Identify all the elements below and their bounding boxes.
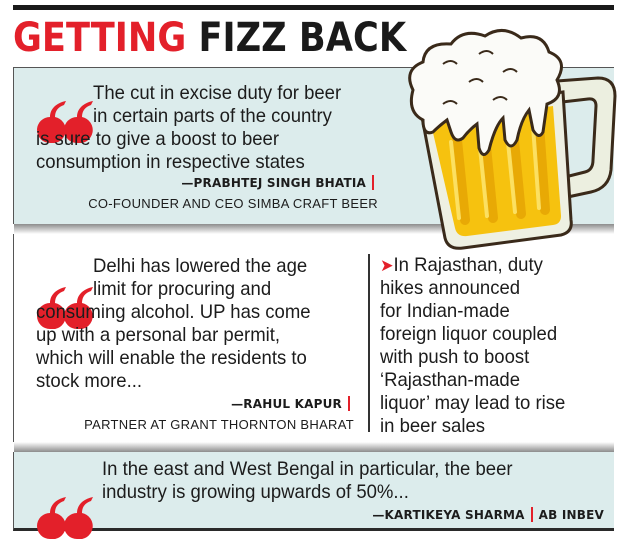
note-line: hikes announced	[380, 277, 521, 299]
note-line: In Rajasthan, duty	[393, 254, 543, 276]
rajasthan-note: ➤In Rajasthan, duty hikes announced for …	[380, 254, 565, 438]
quote-open-icon	[36, 254, 96, 342]
quote-open-icon-svg	[37, 101, 93, 144]
quote-1-text: The cut in excise duty for beer in certa…	[36, 82, 341, 174]
top-rule	[13, 5, 614, 10]
quote-3-line: industry is growing upwards of 50%...	[102, 481, 409, 503]
note-line: for Indian-made	[380, 300, 510, 322]
note-line: in beer sales	[380, 415, 486, 437]
quote-1-line: in certain parts of the country	[93, 105, 332, 127]
quote-1-attribution: —PRABHTEJ SINGH BHATIA	[181, 175, 380, 190]
quote-2-line: limit for procuring and	[93, 278, 272, 300]
quote-2-line: consuming alcohol. UP has come	[36, 301, 311, 323]
quote-3-attribution: —KARTIKEYA SHARMA AB INBEV	[372, 507, 604, 522]
separator	[530, 507, 533, 522]
quote-1-author: —PRABHTEJ SINGH BHATIA	[181, 176, 366, 190]
arrow-right-icon: ➤	[380, 256, 394, 275]
quote-1-role: CO-FOUNDER AND CEO SIMBA CRAFT BEER	[88, 196, 378, 211]
quote-3-author: —KARTIKEYA SHARMA	[372, 508, 525, 522]
quote-panel-3: In the east and West Bengal in particula…	[13, 442, 614, 540]
quote-1-line: is sure to give a boost to beer	[36, 128, 280, 150]
quote-1-line: consumption in respective states	[36, 151, 305, 173]
quote-2-line: up with a personal bar permit,	[36, 324, 281, 346]
headline: GETTING FIZZ BACK	[13, 13, 406, 63]
middle-section: Delhi has lowered the age limit for proc…	[13, 234, 614, 442]
note-line: with push to boost	[380, 346, 530, 368]
quote-3-line: In the east and West Bengal in particula…	[102, 458, 513, 480]
quote-2-attribution: —RAHUL KAPUR	[231, 396, 356, 411]
quote-open-icon	[36, 464, 96, 546]
beer-mug-illustration	[408, 29, 617, 250]
headline-part-1: GETTING	[13, 15, 187, 61]
quote-open-icon-svg	[37, 287, 93, 330]
quote-open-icon	[36, 68, 96, 156]
quote-3-org: AB INBEV	[538, 508, 604, 522]
quote-2-text: Delhi has lowered the age limit for proc…	[36, 255, 311, 393]
headline-part-2: FIZZ BACK	[198, 15, 407, 61]
separator	[372, 175, 374, 190]
quote-3-text: In the east and West Bengal in particula…	[102, 458, 513, 504]
note-line: ‘Rajasthan-made	[380, 369, 521, 391]
quote-2-line: which will enable the residents to	[36, 347, 307, 369]
quote-1-line: The cut in excise duty for beer	[93, 82, 342, 104]
quote-2-author: —RAHUL KAPUR	[231, 397, 342, 411]
quote-open-icon-svg	[37, 497, 93, 540]
quote-1-role-wrap: CO-FOUNDER AND CEO SIMBA CRAFT BEER	[88, 196, 378, 211]
quote-2-role: PARTNER AT GRANT THORNTON BHARAT	[84, 417, 354, 432]
note-line: foreign liquor coupled	[380, 323, 558, 345]
quote-2-role-wrap: PARTNER AT GRANT THORNTON BHARAT	[84, 417, 354, 432]
column-divider	[368, 254, 370, 432]
separator	[348, 396, 350, 411]
note-line: liquor’ may lead to rise	[380, 392, 566, 414]
quote-2-line: stock more...	[36, 370, 143, 392]
quote-2-line: Delhi has lowered the age	[93, 255, 308, 277]
